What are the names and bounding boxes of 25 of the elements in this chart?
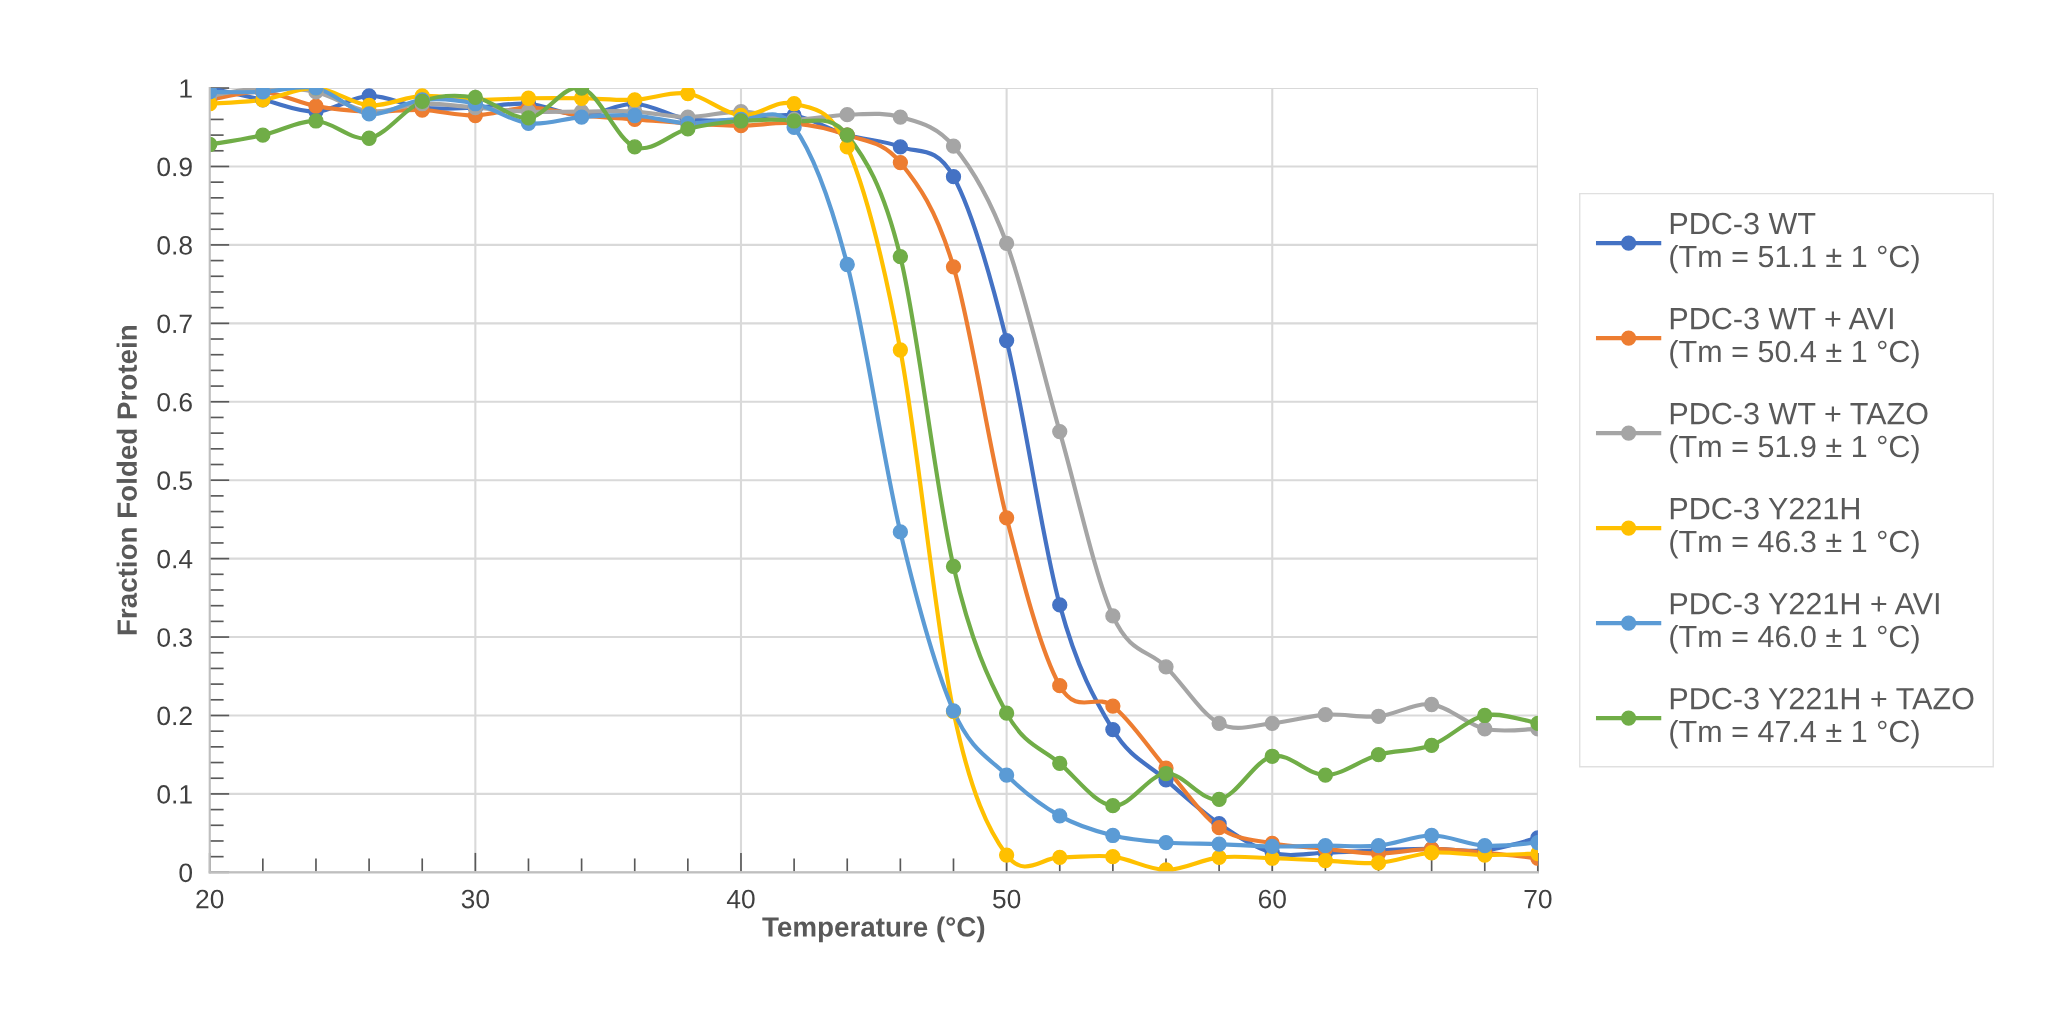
- legend-label: PDC-3 WT + AVI (Tm = 50.4 ± 1 °C): [1670, 307, 1919, 369]
- x-tick-label: 30: [461, 889, 489, 909]
- x-tick-label: 40: [726, 889, 755, 909]
- y-tick-label: 0: [179, 863, 193, 883]
- y-tick-label: 0.3: [157, 628, 192, 647]
- legend-label: PDC-3 WT + TAZO (Tm = 51.9 ± 1 °C): [1670, 402, 1928, 464]
- x-tick-label: 70: [1524, 889, 1552, 909]
- x-tick-label: 50: [993, 889, 1021, 909]
- x-tick-label: 60: [1258, 889, 1286, 909]
- legend-label: PDC-3 WT (Tm = 51.1 ± 1 °C): [1670, 212, 1919, 274]
- y-tick-label: 0.1: [157, 785, 192, 804]
- y-tick-label: 0.5: [157, 471, 192, 491]
- y-axis-title: Fraction Folded Protein: [116, 326, 137, 635]
- legend-label: PDC-3 Y221H + TAZO (Tm = 47.4 ± 1 °C): [1670, 687, 1974, 749]
- legend-label: PDC-3 Y221H + AVI (Tm = 46.0 ± 1 °C): [1670, 592, 1939, 654]
- x-tick-label: 20: [196, 889, 224, 909]
- y-tick-label: 0.7: [157, 314, 192, 334]
- y-tick-label: 0.6: [157, 392, 192, 412]
- y-tick-label: 0.4: [157, 549, 193, 569]
- y-tick-label: 1: [180, 79, 192, 98]
- legend-label: PDC-3 Y221H (Tm = 46.3 ± 1 °C): [1670, 497, 1919, 559]
- x-axis-title: Temperature (°C): [762, 916, 985, 943]
- y-tick-label: 0.8: [157, 236, 192, 255]
- y-tick-label: 0.2: [157, 706, 192, 726]
- y-tick-label: 0.9: [157, 157, 192, 177]
